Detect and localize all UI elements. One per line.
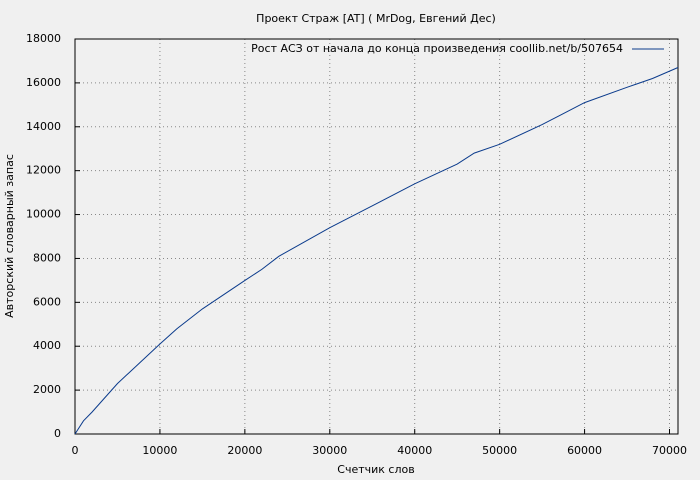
x-tick-label: 40000 xyxy=(397,444,432,457)
x-tick-label: 10000 xyxy=(142,444,177,457)
y-tick-label: 12000 xyxy=(26,164,61,177)
y-tick-label: 14000 xyxy=(26,120,61,133)
x-tick-label: 30000 xyxy=(312,444,347,457)
x-tick-label: 60000 xyxy=(567,444,602,457)
x-tick-label: 20000 xyxy=(227,444,262,457)
x-tick-label: 70000 xyxy=(652,444,687,457)
data-line xyxy=(74,67,679,435)
y-axis-label: Авторский словарный запас xyxy=(3,154,16,318)
x-tick-label: 0 xyxy=(72,444,79,457)
y-tick-label: 16000 xyxy=(26,76,61,89)
y-tick-label: 8000 xyxy=(33,251,61,264)
legend-label: Рост АСЗ от начала до конца произведения… xyxy=(251,42,623,55)
y-tick-label: 6000 xyxy=(33,295,61,308)
y-tick-label: 0 xyxy=(54,427,61,440)
chart-title: Проект Страж [AT] ( MrDog, Евгений Дес) xyxy=(256,12,496,25)
plot-border xyxy=(74,38,679,435)
y-tick-label: 10000 xyxy=(26,208,61,221)
y-tick-label: 2000 xyxy=(33,383,61,396)
x-tick-label: 50000 xyxy=(482,444,517,457)
y-tick-label: 4000 xyxy=(33,339,61,352)
x-axis-label: Счетчик слов xyxy=(337,463,414,476)
y-tick-label: 18000 xyxy=(26,32,61,45)
